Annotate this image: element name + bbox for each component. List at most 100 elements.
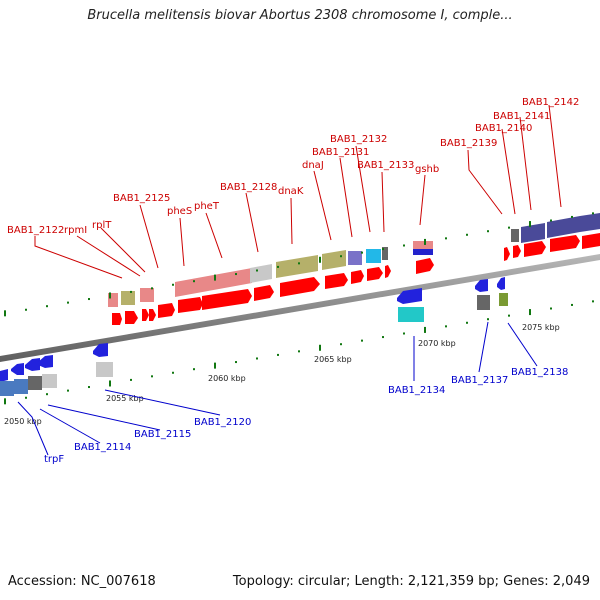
feature-box [547, 216, 580, 238]
minor-tick [466, 321, 468, 324]
gene-label: BAB1_2141 [493, 111, 550, 122]
gene-arrow [280, 277, 320, 297]
gene-arrow [202, 289, 252, 310]
feature-box [511, 229, 519, 242]
gene-arrow [550, 235, 580, 252]
gene-label: BAB1_2120 [194, 417, 251, 428]
gene-label: pheT [194, 201, 220, 212]
gene-label: dnaK [278, 186, 304, 197]
feature-box [413, 249, 433, 255]
chromosome-backbone [0, 254, 600, 362]
feature-box [108, 293, 118, 307]
gene-arrow [524, 241, 546, 257]
map-title: Brucella melitensis biovar Abortus 2308 … [87, 8, 513, 23]
feature-box [521, 223, 545, 243]
feature-box [121, 291, 135, 305]
topology-summary: Topology: circular; Length: 2,121,359 bp… [232, 574, 590, 589]
minor-tick [592, 300, 594, 303]
minor-tick [88, 298, 90, 301]
minor-tick [403, 244, 405, 247]
minor-tick [235, 361, 237, 364]
gene-arrow [504, 247, 510, 261]
gene-arrow [351, 270, 364, 284]
minor-tick [550, 219, 552, 222]
gene-arrow [178, 297, 203, 313]
scale-labels: 2050 kbp 2055 kbp 2060 kbp 2065 kbp 2070… [4, 323, 560, 426]
minor-tick [67, 301, 69, 304]
accession-text: Accession: NC_007618 [8, 574, 156, 589]
minor-tick [151, 287, 153, 290]
forward-leaders [34, 104, 562, 279]
feature-box [14, 379, 28, 394]
gene-arrow [25, 358, 40, 371]
gene-label: BAB1_2132 [330, 134, 387, 145]
minor-tick [340, 343, 342, 346]
minor-tick [298, 350, 300, 353]
feature-box [322, 250, 346, 270]
minor-tick [508, 314, 510, 317]
feature-box [366, 249, 381, 263]
minor-tick [25, 308, 27, 311]
minor-tick [592, 212, 594, 215]
minor-tick [571, 215, 573, 218]
minor-tick [487, 318, 489, 321]
minor-tick [445, 237, 447, 240]
minor-tick [25, 396, 27, 399]
feature-box [175, 268, 252, 297]
minor-tick [172, 371, 174, 374]
minor-tick [277, 353, 279, 356]
gene-label: rpmI [64, 225, 87, 236]
feature-box [28, 376, 42, 390]
gene-label: BAB1_2139 [440, 138, 497, 149]
minor-tick [403, 332, 405, 335]
gene-arrow [475, 279, 488, 292]
minor-tick [277, 265, 279, 268]
feature-box [382, 247, 388, 260]
gene-label: BAB1_2137 [451, 375, 508, 386]
gene-label: rplT [92, 220, 112, 231]
feature-box [140, 288, 154, 302]
gene-label: dnaJ [302, 160, 324, 171]
gene-label: pheS [167, 206, 192, 217]
gene-label: BAB1_2131 [312, 147, 369, 158]
major-tick [214, 274, 216, 281]
scale-label: 2050 kbp [4, 417, 42, 426]
gene-label: BAB1_2125 [113, 193, 170, 204]
minor-tick [508, 226, 510, 229]
gene-arrow [11, 363, 24, 375]
minor-tick [382, 248, 384, 251]
scale-ticks [4, 212, 594, 405]
minor-tick [46, 305, 48, 308]
gene-arrow [38, 355, 53, 368]
gene-arrow [582, 233, 600, 249]
feature-box [96, 362, 113, 377]
minor-tick [571, 303, 573, 306]
major-tick [319, 344, 321, 351]
gene-label: BAB1_2128 [220, 182, 277, 193]
minor-tick [235, 273, 237, 276]
minor-tick [172, 283, 174, 286]
minor-tick [67, 389, 69, 392]
minor-tick [382, 336, 384, 339]
major-tick [109, 292, 111, 299]
minor-tick [88, 386, 90, 389]
gene-arrow [149, 309, 156, 321]
feature-box [42, 374, 57, 388]
gene-arrow [93, 343, 108, 357]
minor-tick [298, 262, 300, 265]
gene-arrow [325, 273, 348, 289]
gene-label: BAB1_2115 [134, 429, 191, 440]
feature-box [348, 251, 362, 265]
minor-tick [151, 375, 153, 378]
scale-label: 2055 kbp [106, 394, 144, 403]
major-tick [424, 326, 426, 333]
major-tick [529, 221, 531, 228]
major-tick [214, 362, 216, 369]
scale-label: 2060 kbp [208, 374, 246, 383]
minor-tick [130, 378, 132, 381]
minor-tick [487, 230, 489, 233]
gene-label: BAB1_2122 [7, 225, 64, 236]
feature-box [398, 307, 424, 322]
gene-label: trpF [44, 454, 64, 465]
minor-tick [550, 307, 552, 310]
